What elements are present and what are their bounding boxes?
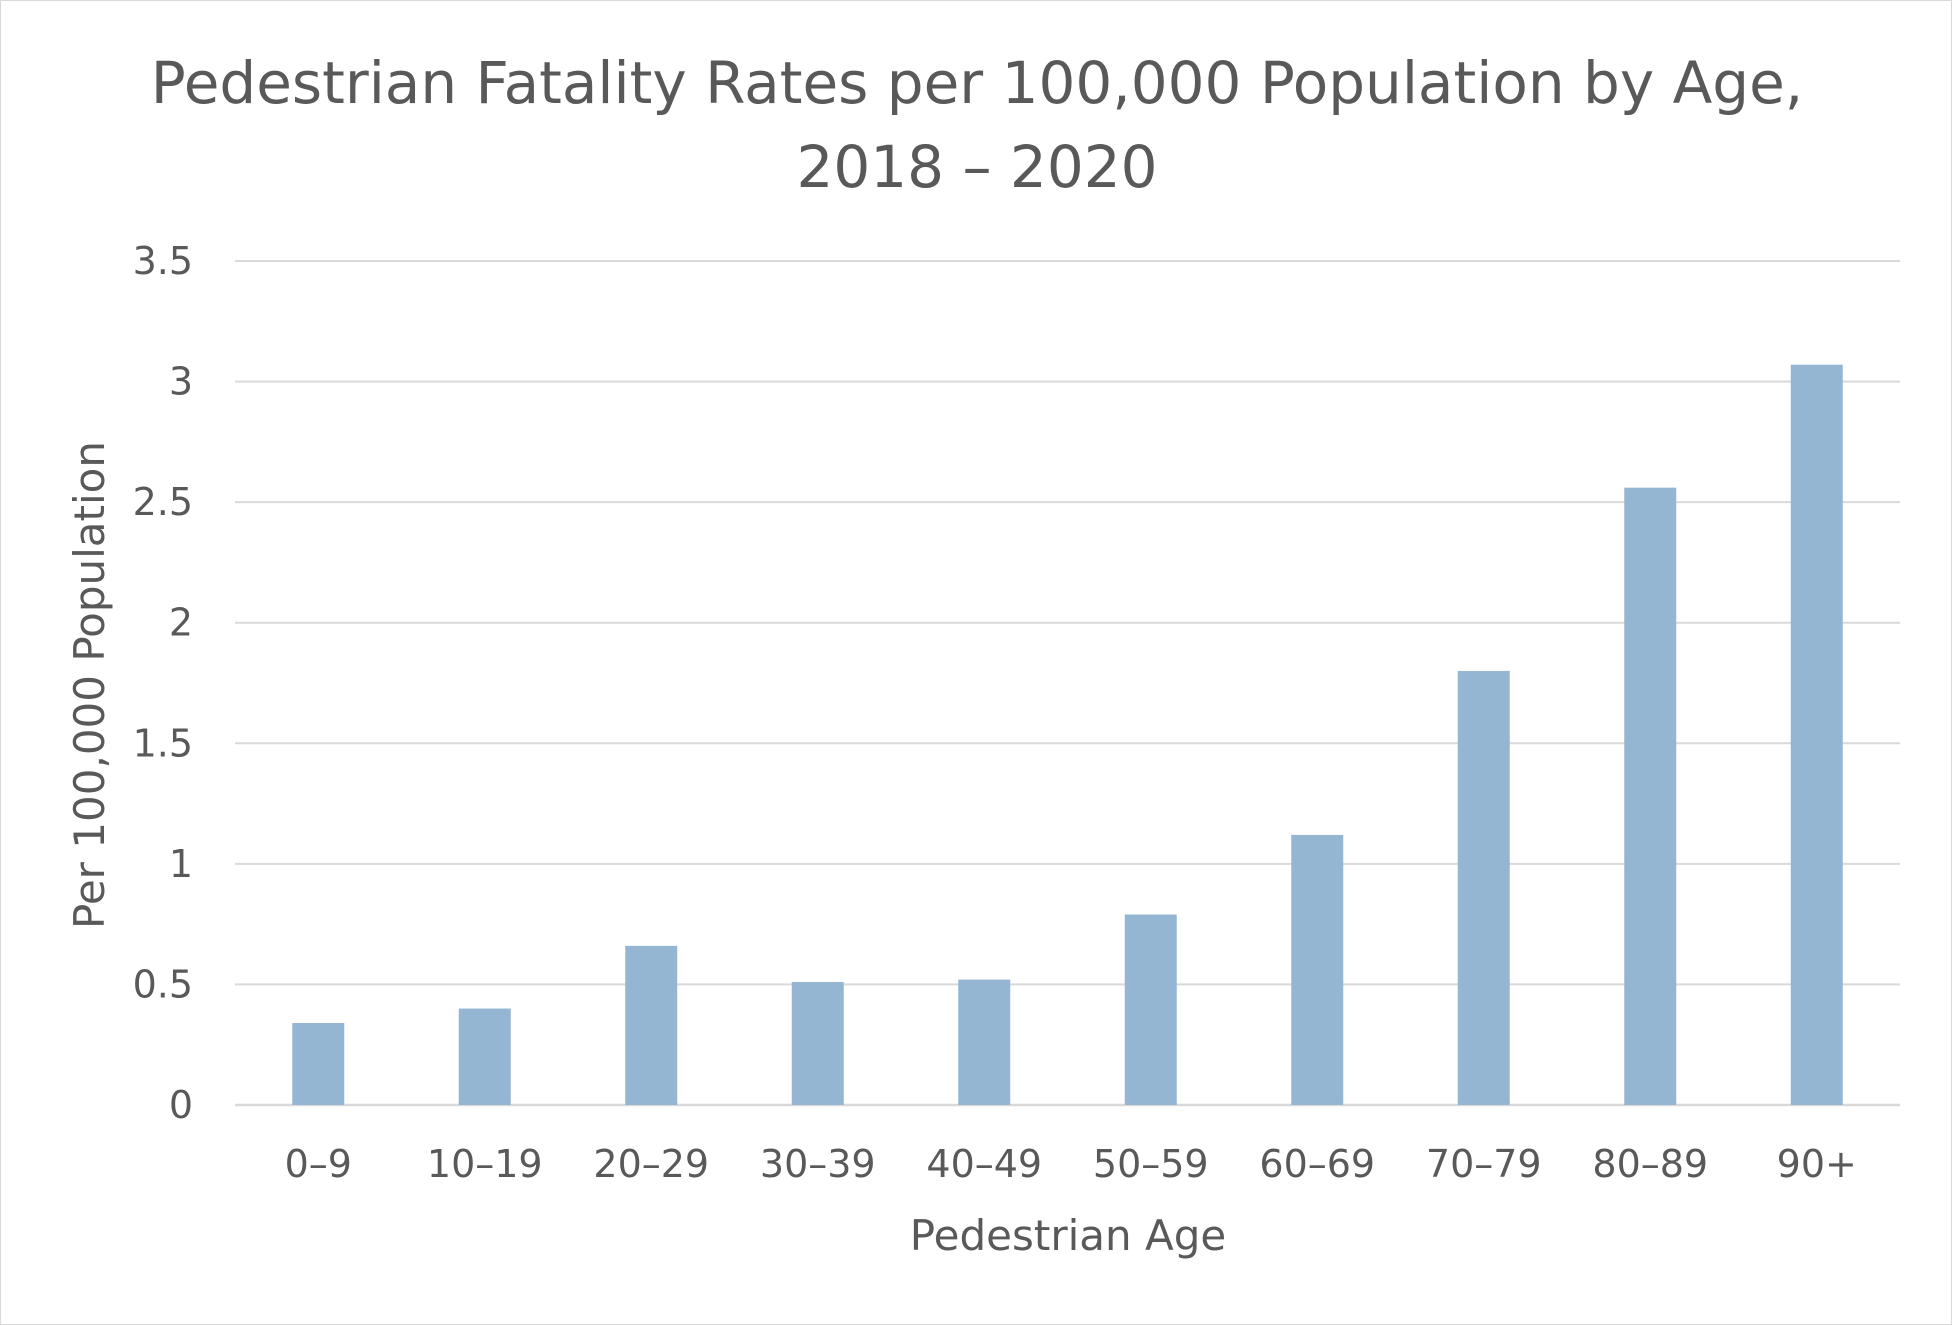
x-tick-label: 90+ (1777, 1142, 1857, 1186)
bar (625, 945, 678, 1105)
bars (292, 364, 1843, 1106)
x-tick-label: 80–89 (1592, 1142, 1708, 1186)
x-axis-ticks: 0–9 10–19 20–29 30–39 40–49 50–59 60–69 70–79 80… (285, 1142, 1857, 1186)
bar (1790, 364, 1843, 1106)
y-axis-ticks: 0 0.5 1 1.5 2 2.5 3 3.5 (133, 239, 193, 1127)
chart-title-line-2: 2018 – 2020 (796, 133, 1158, 201)
y-tick-label: 1 (169, 842, 193, 886)
x-tick-label: 0–9 (285, 1142, 352, 1186)
bar (1624, 487, 1677, 1105)
x-tick-label: 50–59 (1093, 1142, 1209, 1186)
y-axis-title: Per 100,000 Population (65, 441, 114, 929)
y-tick-label: 0.5 (133, 962, 193, 1006)
bar (458, 1008, 511, 1105)
y-tick-label: 2 (169, 601, 193, 645)
x-tick-label: 30–39 (760, 1142, 876, 1186)
bar (292, 1023, 345, 1105)
bar (1291, 834, 1344, 1105)
chart-title-line-1: Pedestrian Fatality Rates per 100,000 Po… (150, 49, 1804, 117)
bar (791, 982, 844, 1105)
gridlines (235, 260, 1900, 1107)
chart-title: Pedestrian Fatality Rates per 100,000 Po… (1, 41, 1952, 209)
x-tick-label: 70–79 (1426, 1142, 1542, 1186)
bar (1457, 670, 1510, 1105)
y-tick-label: 0 (169, 1083, 193, 1127)
x-tick-label: 20–29 (593, 1142, 709, 1186)
x-tick-label: 40–49 (926, 1142, 1042, 1186)
y-tick-label: 1.5 (133, 721, 193, 765)
y-tick-label: 3 (169, 360, 193, 404)
bar (1124, 914, 1177, 1105)
x-axis-title: Pedestrian Age (910, 1211, 1226, 1260)
y-tick-label: 2.5 (133, 480, 193, 524)
bar (958, 979, 1011, 1105)
x-tick-label: 60–69 (1259, 1142, 1375, 1186)
y-tick-label: 3.5 (133, 239, 193, 283)
x-tick-label: 10–19 (427, 1142, 543, 1186)
